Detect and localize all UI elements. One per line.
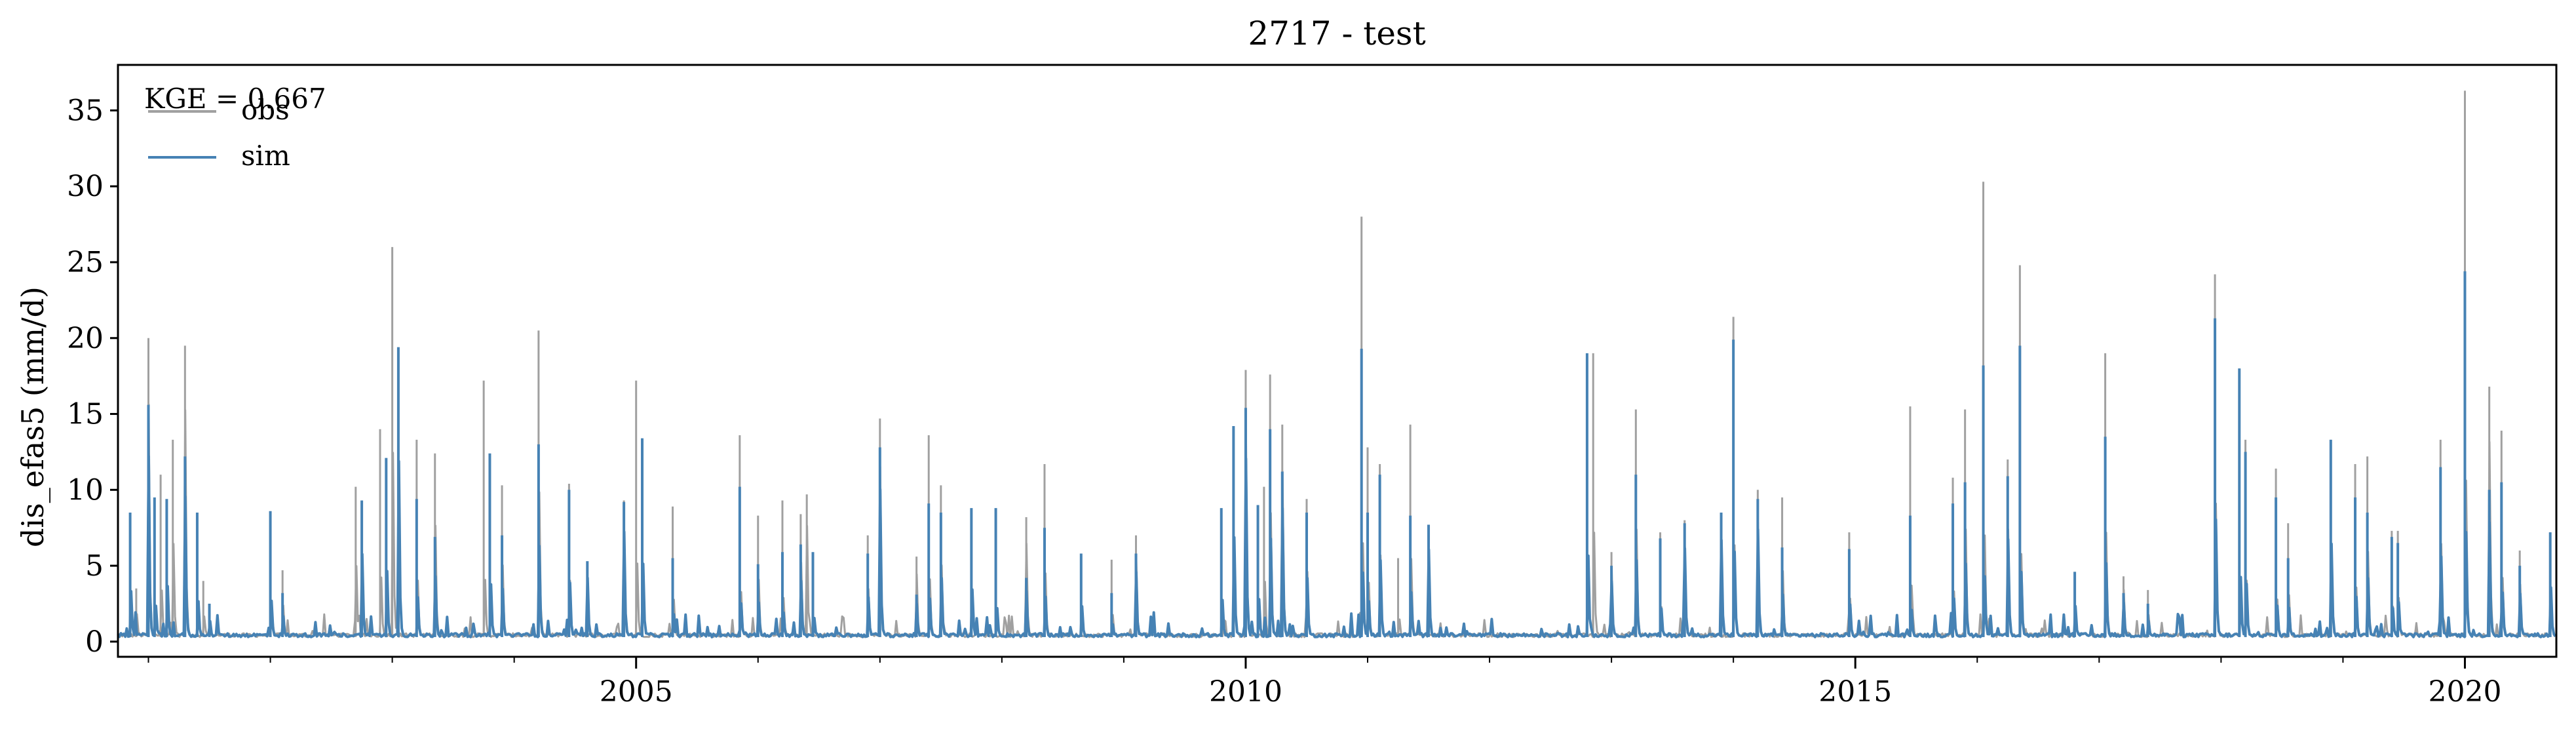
y-axis-label: dis_efas5 (mm/d) — [15, 286, 50, 547]
series-obs-layer — [117, 90, 2556, 638]
x-axis: 2005 2010 2015 2020 — [147, 657, 2501, 709]
series-sim-layer — [117, 271, 2557, 638]
y-tick-label: 20 — [67, 322, 104, 355]
y-tick-label: 0 — [85, 625, 104, 659]
plot-frame — [117, 64, 2558, 658]
y-tick-label: 25 — [67, 246, 104, 279]
legend-sim-label: sim — [241, 140, 290, 172]
legend: obs sim — [148, 94, 290, 172]
y-axis: 0 5 10 15 20 25 30 35 — [67, 94, 118, 659]
y-tick-label: 30 — [67, 170, 104, 203]
legend-obs-label: obs — [241, 94, 290, 126]
plot-area — [117, 90, 2557, 638]
chart-title: 2717 - test — [1248, 14, 1425, 52]
x-tick-label: 2015 — [1818, 675, 1892, 709]
x-tick-label: 2020 — [2428, 675, 2501, 709]
x-tick-label: 2010 — [1209, 675, 1282, 709]
y-tick-label: 5 — [85, 549, 104, 583]
y-tick-label: 10 — [67, 473, 104, 507]
kge-annotation: KGE = 0.667 — [144, 83, 326, 115]
y-tick-label: 15 — [67, 398, 104, 431]
x-tick-label: 2005 — [600, 675, 673, 709]
y-tick-label: 35 — [67, 94, 104, 127]
